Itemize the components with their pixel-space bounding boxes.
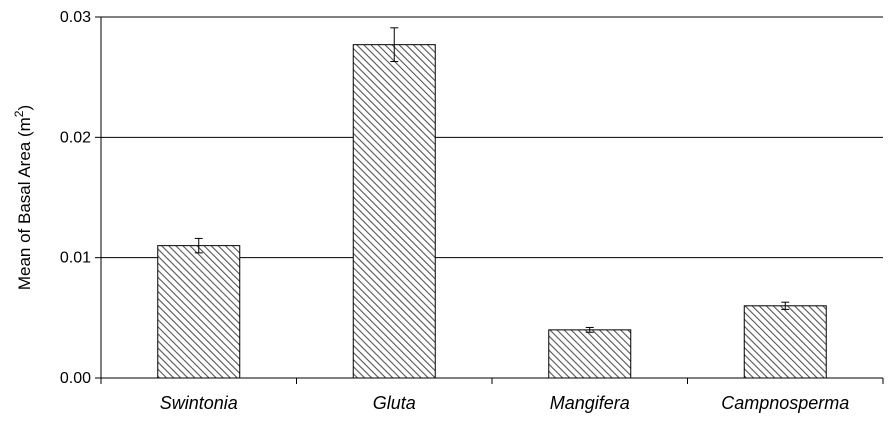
x-category-label: Campnosperma <box>721 393 849 413</box>
y-tick-label: 0.03 <box>60 9 91 26</box>
bar-swintonia <box>157 245 241 379</box>
y-tick-label: 0.02 <box>60 129 91 146</box>
y-tick-label: 0.01 <box>60 250 91 267</box>
labels: 0.00 0.01 0.02 0.03 Swintonia Gluta Mangifera C… <box>12 9 849 413</box>
axes <box>95 16 884 384</box>
bars <box>157 44 827 379</box>
y-axis-title: Mean of Basal Area (m2) <box>12 105 34 290</box>
x-category-label: Mangifera <box>550 393 630 413</box>
x-category-label: Gluta <box>373 393 416 413</box>
bar-gluta <box>352 44 436 379</box>
gridlines <box>101 16 883 259</box>
y-tick-label: 0.00 <box>60 370 91 387</box>
error-bars <box>194 27 790 333</box>
x-category-label: Swintonia <box>160 393 238 413</box>
bar-mangifera <box>548 329 632 379</box>
bar-campnosperma <box>743 305 827 379</box>
